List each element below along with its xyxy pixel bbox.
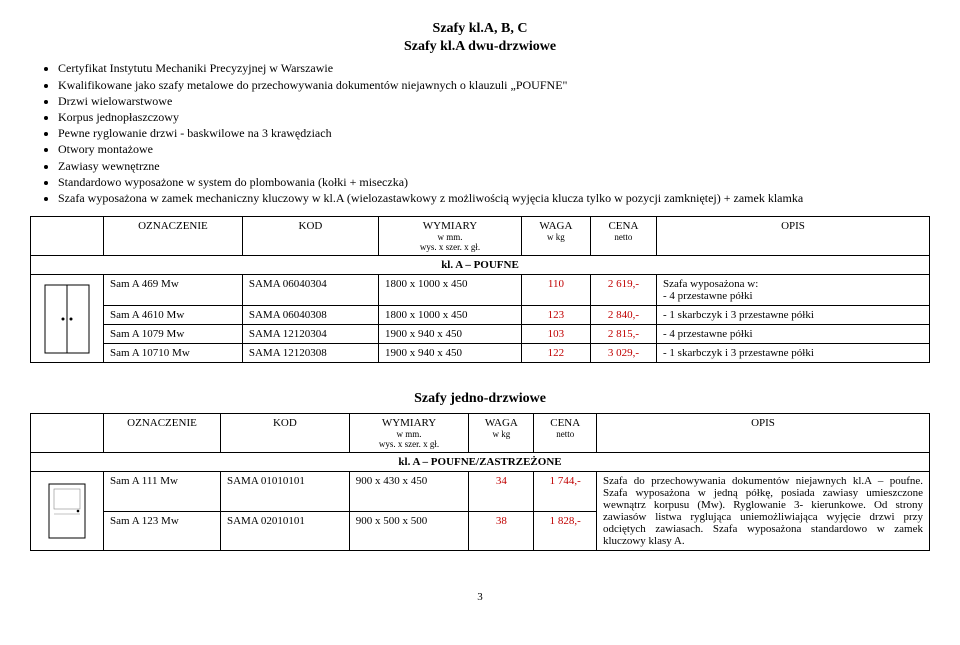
product-image-cell — [31, 472, 104, 551]
cell-oznaczenie: Sam A 123 Mw — [104, 511, 221, 551]
col-cena-sub: netto — [597, 232, 650, 242]
list-item: Certyfikat Instytutu Mechaniki Precyzyjn… — [58, 60, 930, 76]
opis-lead: Szafa wyposażona w: — [663, 278, 758, 290]
col-waga: WAGA w kg — [469, 414, 534, 453]
cell-wymiary: 1900 x 940 x 450 — [379, 325, 522, 344]
cell-oznaczenie: Sam A 4610 Mw — [104, 306, 243, 325]
cell-oznaczenie: Sam A 469 Mw — [104, 275, 243, 306]
col-wymiary-label: WYMIARY — [382, 417, 436, 429]
cell-waga: 122 — [521, 344, 590, 363]
col-wymiary-sub: w mm. — [356, 429, 463, 439]
cell-wymiary: 1800 x 1000 x 450 — [379, 306, 522, 325]
title-line-1: Szafy kl.A, B, C — [30, 20, 930, 38]
table-header-row: OZNACZENIE KOD WYMIARY w mm. wys. x szer… — [31, 217, 930, 256]
col-cena-sub: netto — [540, 429, 590, 439]
col-waga: WAGA w kg — [521, 217, 590, 256]
cell-opis: Szafa wyposażona w: - 4 przestawne półki — [657, 275, 930, 306]
col-opis: OPIS — [597, 414, 930, 453]
product-image-cell — [31, 275, 104, 363]
cell-kod: SAMA 12120304 — [242, 325, 378, 344]
table-row: Sam A 4610 Mw SAMA 06040308 1800 x 1000 … — [31, 306, 930, 325]
feature-list: Certyfikat Instytutu Mechaniki Precyzyjn… — [30, 60, 930, 206]
table-header-row: OZNACZENIE KOD WYMIARY w mm. wys. x szer… — [31, 414, 930, 453]
col-cena-label: CENA — [608, 220, 638, 232]
cell-cena: 1 744,- — [534, 472, 597, 512]
table-row: Sam A 469 Mw SAMA 06040304 1800 x 1000 x… — [31, 275, 930, 306]
list-item: Szafa wyposażona w zamek mechaniczny klu… — [58, 190, 930, 206]
cabinet-double-icon — [44, 284, 90, 354]
cell-waga: 110 — [521, 275, 590, 306]
col-oznaczenie: OZNACZENIE — [104, 414, 221, 453]
col-kod: KOD — [221, 414, 350, 453]
cell-waga: 34 — [469, 472, 534, 512]
page-title: Szafy kl.A, B, C Szafy kl.A dwu-drzwiowe — [30, 20, 930, 56]
cell-opis: - 1 skarbczyk i 3 przestawne półki — [657, 344, 930, 363]
col-opis: OPIS — [657, 217, 930, 256]
section-row: kl. A – POUFNE — [31, 256, 930, 275]
col-wymiary-sub: w mm. — [385, 232, 515, 242]
cell-opis: - 1 skarbczyk i 3 przestawne półki — [657, 306, 930, 325]
list-item: Standardowo wyposażone w system do plomb… — [58, 174, 930, 190]
cell-oznaczenie: Sam A 10710 Mw — [104, 344, 243, 363]
cell-kod: SAMA 06040304 — [242, 275, 378, 306]
cell-wymiary: 1900 x 940 x 450 — [379, 344, 522, 363]
cell-wymiary: 900 x 430 x 450 — [349, 472, 469, 512]
col-waga-label: WAGA — [485, 417, 518, 429]
table-row: Sam A 1079 Mw SAMA 12120304 1900 x 940 x… — [31, 325, 930, 344]
col-waga-label: WAGA — [539, 220, 572, 232]
list-item: Otwory montażowe — [58, 141, 930, 157]
col-wymiary-sub2: wys. x szer. x gł. — [356, 439, 463, 449]
table-row: Sam A 10710 Mw SAMA 12120308 1900 x 940 … — [31, 344, 930, 363]
title-line-2: Szafy kl.A dwu-drzwiowe — [30, 38, 930, 56]
list-item: Korpus jednopłaszczowy — [58, 109, 930, 125]
col-kod: KOD — [242, 217, 378, 256]
cell-waga: 38 — [469, 511, 534, 551]
cell-cena: 2 840,- — [590, 306, 656, 325]
cell-waga: 123 — [521, 306, 590, 325]
col-cena: CENA netto — [590, 217, 656, 256]
cell-kod: SAMA 01010101 — [221, 472, 350, 512]
col-cena: CENA netto — [534, 414, 597, 453]
col-waga-sub: w kg — [528, 232, 584, 242]
cell-oznaczenie: Sam A 111 Mw — [104, 472, 221, 512]
col-image — [31, 217, 104, 256]
cell-cena: 2 619,- — [590, 275, 656, 306]
col-wymiary: WYMIARY w mm. wys. x szer. x gł. — [379, 217, 522, 256]
list-item: Pewne ryglowanie drzwi - baskwilowe na 3… — [58, 125, 930, 141]
cell-cena: 3 029,- — [590, 344, 656, 363]
list-item: Zawiasy wewnętrzne — [58, 158, 930, 174]
table-row: Sam A 111 Mw SAMA 01010101 900 x 430 x 4… — [31, 472, 930, 512]
col-waga-sub: w kg — [475, 429, 527, 439]
cabinet-single-icon — [48, 483, 86, 539]
section-label: kl. A – POUFNE — [31, 256, 930, 275]
list-item: Kwalifikowane jako szafy metalowe do prz… — [58, 77, 930, 93]
col-wymiary-label: WYMIARY — [423, 220, 477, 232]
cell-kod: SAMA 12120308 — [242, 344, 378, 363]
cell-kod: SAMA 06040308 — [242, 306, 378, 325]
cell-wymiary: 900 x 500 x 500 — [349, 511, 469, 551]
cell-waga: 103 — [521, 325, 590, 344]
col-oznaczenie: OZNACZENIE — [104, 217, 243, 256]
section-title-2: Szafy jedno-drzwiowe — [30, 391, 930, 407]
col-image — [31, 414, 104, 453]
opis-text: - 4 przestawne półki — [663, 290, 753, 302]
section-row: kl. A – POUFNE/ZASTRZEŻONE — [31, 453, 930, 472]
list-item: Drzwi wielowarstwowe — [58, 93, 930, 109]
table-poufne: OZNACZENIE KOD WYMIARY w mm. wys. x szer… — [30, 216, 930, 363]
cell-opis: - 4 przestawne półki — [657, 325, 930, 344]
cell-cena: 2 815,- — [590, 325, 656, 344]
cell-kod: SAMA 02010101 — [221, 511, 350, 551]
col-wymiary-sub2: wys. x szer. x gł. — [385, 242, 515, 252]
cell-opis: Szafa do przechowywania dokumentów nieja… — [597, 472, 930, 551]
cell-wymiary: 1800 x 1000 x 450 — [379, 275, 522, 306]
section-label: kl. A – POUFNE/ZASTRZEŻONE — [31, 453, 930, 472]
cell-oznaczenie: Sam A 1079 Mw — [104, 325, 243, 344]
table-jedno: OZNACZENIE KOD WYMIARY w mm. wys. x szer… — [30, 413, 930, 551]
col-wymiary: WYMIARY w mm. wys. x szer. x gł. — [349, 414, 469, 453]
cell-cena: 1 828,- — [534, 511, 597, 551]
page-number: 3 — [30, 591, 930, 603]
col-cena-label: CENA — [550, 417, 580, 429]
